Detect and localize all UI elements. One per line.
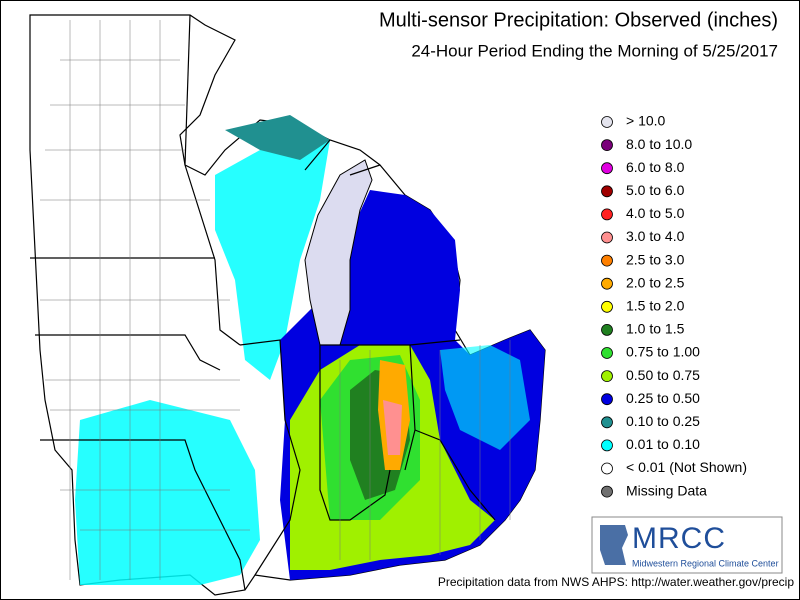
legend-label: 0.01 to 0.10: [626, 436, 700, 452]
footer: Precipitation data from NWS AHPS: http:/…: [438, 575, 794, 589]
legend-marker: [601, 185, 613, 198]
legend-label: 8.0 to 10.0: [626, 136, 692, 152]
legend-marker: [601, 462, 613, 475]
logo-subtext: Midwestern Regional Climate Center: [632, 558, 779, 568]
legend-marker: [601, 139, 613, 152]
legend-label: 2.5 to 3.0: [626, 251, 685, 267]
legend-label: 0.50 to 0.75: [626, 367, 700, 383]
legend-label: > 10.0: [626, 113, 666, 129]
legend: > 10.0 8.0 to 10.0 6.0 to 8.0 5.0 to 6.0 4.0…: [601, 113, 747, 498]
state-line: [409, 339, 496, 521]
state-line: [184, 164, 241, 346]
title: Multi-sensor Precipitation: Observed (in…: [379, 9, 778, 31]
legend-marker: [601, 231, 613, 244]
legend-marker: [601, 300, 613, 313]
legend-marker: [601, 323, 613, 336]
state-line: [304, 139, 381, 176]
state-line: [35, 334, 221, 371]
legend-marker: [601, 208, 613, 221]
legend-marker: [601, 116, 613, 128]
logo-map-icon: [600, 525, 628, 565]
lake-michigan: [304, 159, 373, 346]
legend-marker: [601, 439, 613, 452]
precip-cyan-east: [440, 345, 530, 450]
legend-marker: [601, 370, 613, 383]
state-line: [320, 344, 416, 471]
legend-label: < 0.01 (Not Shown): [626, 459, 747, 475]
county-lines: [40, 20, 511, 580]
legend-marker: [601, 347, 613, 359]
legend-label: 3.0 to 4.0: [626, 228, 685, 244]
precip-teal-north: [225, 115, 330, 160]
legend-label: 1.5 to 2.0: [626, 298, 685, 314]
legend-marker: [601, 277, 613, 290]
legend-label: 0.10 to 0.25: [626, 413, 700, 429]
legend-marker: [601, 254, 613, 267]
legend-label: 0.75 to 1.00: [626, 344, 700, 360]
precip-pink: [383, 400, 402, 455]
precip-cyan-north: [215, 125, 330, 380]
state-line: [40, 439, 246, 591]
legend-label: 2.0 to 2.5: [626, 274, 685, 290]
legend-marker: [601, 485, 613, 498]
legend-label: 4.0 to 5.0: [626, 205, 685, 221]
legend-label: 6.0 to 8.0: [626, 159, 685, 175]
legend-label: Missing Data: [626, 482, 707, 498]
legend-label: 5.0 to 6.0: [626, 182, 685, 198]
subtitle: 24-Hour Period Ending the Morning of 5/2…: [411, 41, 778, 60]
state-line: [239, 339, 301, 576]
logo-text: MRCC: [632, 522, 726, 555]
legend-marker: [601, 416, 613, 429]
legend-label: 1.0 to 1.5: [626, 321, 685, 337]
legend-marker: [601, 162, 613, 175]
precip-cyan-west: [75, 400, 260, 585]
state-line: [184, 14, 191, 166]
legend-label: 0.25 to 0.50: [626, 390, 700, 406]
logo: MRCC Midwestern Regional Climate Center: [591, 516, 783, 574]
legend-marker: [601, 393, 613, 406]
